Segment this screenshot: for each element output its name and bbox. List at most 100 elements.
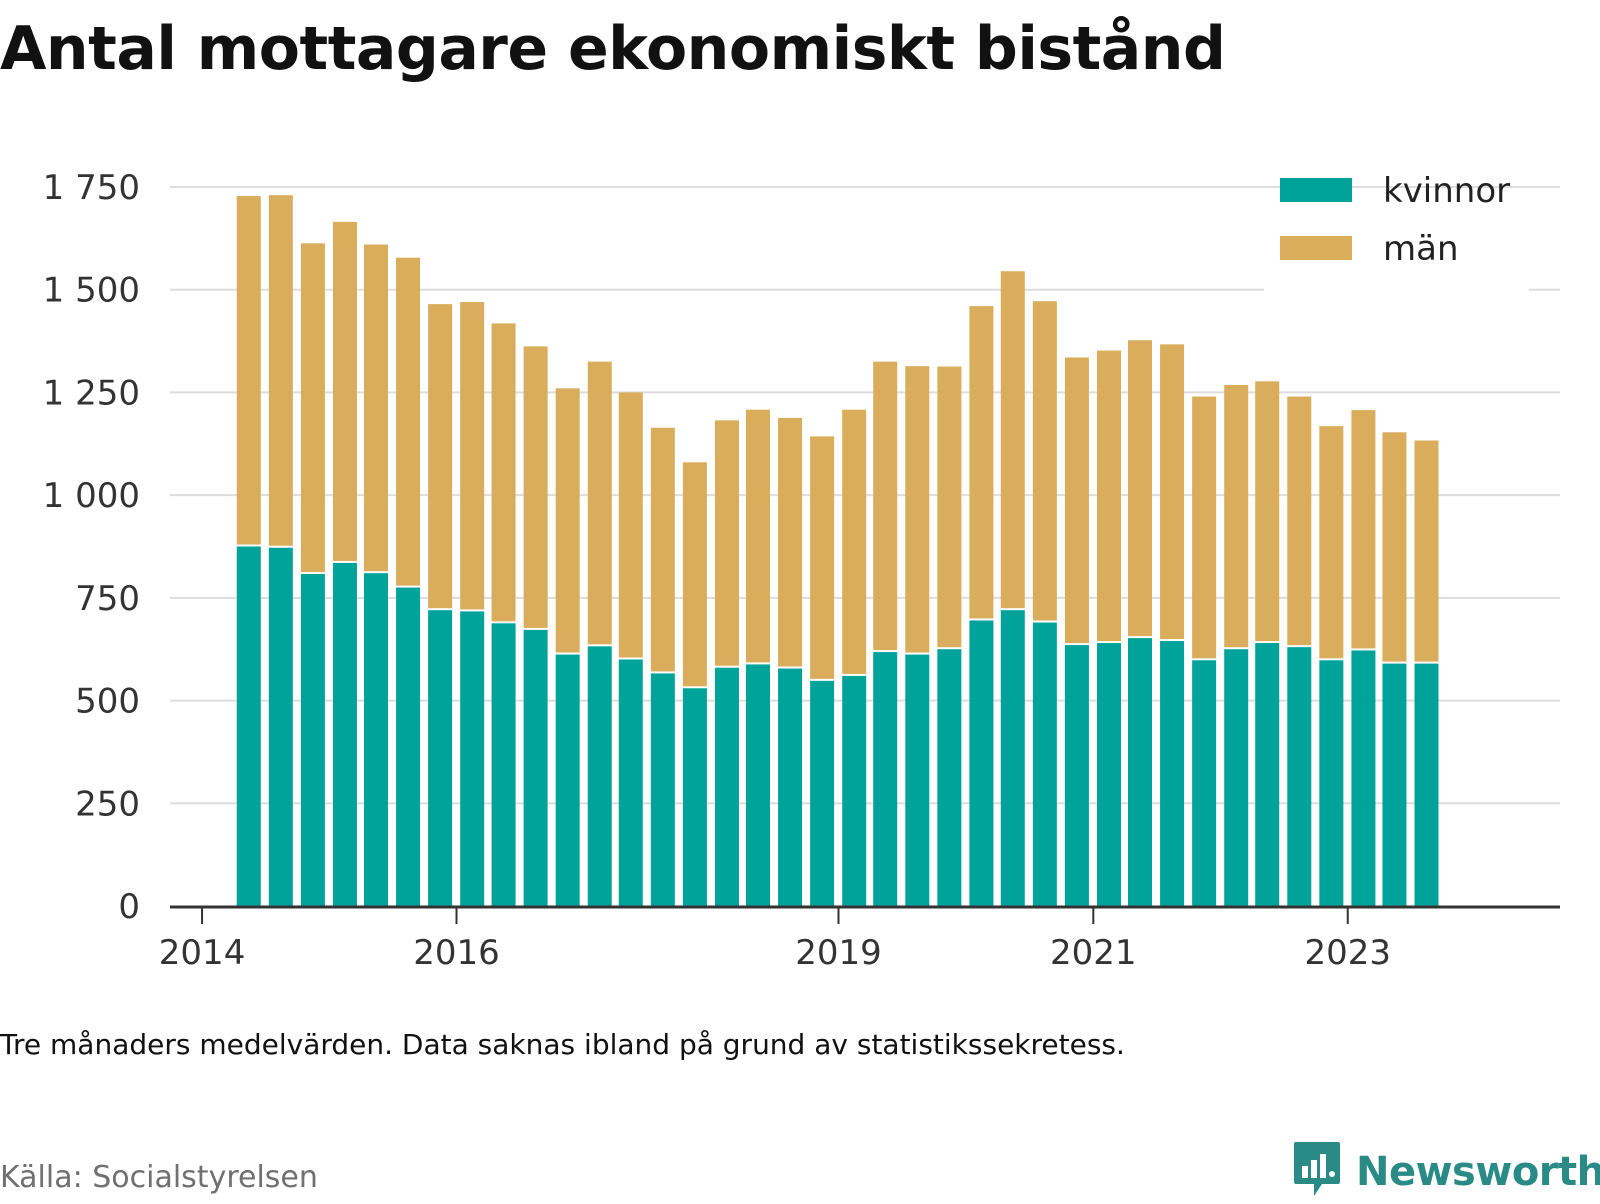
bar-kvinnor	[714, 667, 739, 906]
y-tick-label: 1 750	[43, 168, 140, 208]
x-tick-label: 2016	[413, 933, 500, 973]
bar-man	[1032, 301, 1057, 621]
bar-kvinnor	[1414, 663, 1439, 906]
newsworthy-logo-icon	[1292, 1140, 1342, 1204]
bar-man	[460, 302, 485, 610]
bar-man	[1414, 440, 1439, 662]
bar-kvinnor	[937, 649, 962, 906]
bar-kvinnor	[428, 610, 453, 906]
bar-man	[618, 392, 643, 658]
chart-title: Antal mottagare ekonomiskt bistånd	[0, 14, 1226, 84]
bar-kvinnor	[905, 654, 930, 906]
legend-label-kvinnor: kvinnor	[1383, 171, 1510, 211]
bar-kvinnor	[1287, 647, 1312, 906]
y-tick-label: 0	[118, 887, 140, 927]
y-tick-label: 500	[75, 682, 140, 722]
bar-man	[905, 366, 930, 653]
newsworthy-brand[interactable]: Newsworthy	[1292, 1140, 1600, 1204]
bar-kvinnor	[778, 668, 803, 906]
bar-man	[1192, 396, 1217, 659]
bar-man	[778, 417, 803, 667]
bar-man	[332, 221, 357, 561]
bar-kvinnor	[842, 675, 867, 906]
bar-kvinnor	[236, 546, 261, 906]
bar-man	[1096, 350, 1121, 642]
bar-man	[873, 361, 898, 651]
bar-kvinnor	[1000, 610, 1025, 906]
bar-man	[236, 196, 261, 545]
y-axis-ticks: 0 250 500 750 1 000 1 250 1 500 1 750	[43, 168, 140, 927]
bar-kvinnor	[523, 629, 548, 906]
legend-background	[1264, 208, 1529, 326]
bar-man	[1064, 357, 1089, 644]
bar-man	[523, 346, 548, 628]
bar-kvinnor	[587, 646, 612, 906]
bar-kvinnor	[268, 547, 293, 906]
x-tick-label: 2021	[1050, 933, 1137, 973]
legend: kvinnor män	[1264, 171, 1529, 326]
bar-kvinnor	[491, 623, 516, 906]
bar-man	[428, 304, 453, 609]
bar-kvinnor	[1351, 650, 1376, 906]
bar-kvinnor	[810, 680, 835, 906]
legend-swatch-kvinnor	[1280, 178, 1352, 202]
bars	[236, 195, 1439, 906]
bar-kvinnor	[460, 611, 485, 906]
bar-man	[396, 257, 421, 586]
x-tick-label: 2014	[159, 933, 246, 973]
bar-man	[1255, 381, 1280, 642]
bar-kvinnor	[1382, 663, 1407, 906]
legend-swatch-man	[1280, 236, 1352, 260]
bar-man	[937, 366, 962, 648]
bar-man	[1160, 344, 1185, 639]
bar-kvinnor	[1160, 640, 1185, 906]
y-tick-label: 1 250	[43, 373, 140, 413]
x-axis: 2014 2016 2019 2021 2023	[159, 905, 1560, 973]
bar-man	[1382, 432, 1407, 662]
bar-man	[714, 420, 739, 666]
bar-man	[650, 427, 675, 672]
bar-man	[491, 323, 516, 622]
bar-kvinnor	[1255, 643, 1280, 906]
x-tick-label: 2019	[795, 933, 882, 973]
bar-kvinnor	[1064, 645, 1089, 906]
bar-kvinnor	[745, 664, 770, 906]
bar-man	[682, 462, 707, 687]
bar-man	[300, 243, 325, 573]
bar-kvinnor	[363, 573, 388, 906]
bar-man	[842, 409, 867, 674]
bar-kvinnor	[1319, 660, 1344, 906]
bar-man	[363, 244, 388, 572]
bar-man	[745, 409, 770, 663]
bar-man	[1319, 426, 1344, 659]
bar-man	[1224, 385, 1249, 648]
bar-man	[1351, 410, 1376, 649]
y-tick-label: 250	[75, 784, 140, 824]
bar-man	[555, 388, 580, 653]
chart-note: Tre månaders medelvärden. Data saknas ib…	[0, 1028, 1125, 1061]
bar-kvinnor	[873, 652, 898, 906]
bar-kvinnor	[969, 620, 994, 906]
bar-kvinnor	[1096, 643, 1121, 906]
bar-kvinnor	[650, 673, 675, 906]
bar-kvinnor	[1192, 660, 1217, 906]
brand-name: Newsworthy	[1356, 1149, 1600, 1195]
bar-kvinnor	[618, 659, 643, 906]
bar-kvinnor	[396, 587, 421, 906]
bar-man	[587, 361, 612, 645]
bar-kvinnor	[555, 654, 580, 906]
bar-man	[268, 195, 293, 546]
bar-man	[969, 306, 994, 619]
bar-kvinnor	[1128, 638, 1153, 906]
bar-man	[1287, 396, 1312, 646]
bar-man	[810, 436, 835, 679]
bar-man	[1000, 271, 1025, 609]
bar-kvinnor	[1032, 622, 1057, 906]
y-tick-label: 750	[75, 579, 140, 619]
bar-kvinnor	[682, 688, 707, 906]
y-tick-label: 1 000	[43, 476, 140, 516]
bar-man	[1128, 340, 1153, 637]
source-credit: Källa: Socialstyrelsen	[0, 1160, 318, 1195]
bar-kvinnor	[332, 562, 357, 906]
